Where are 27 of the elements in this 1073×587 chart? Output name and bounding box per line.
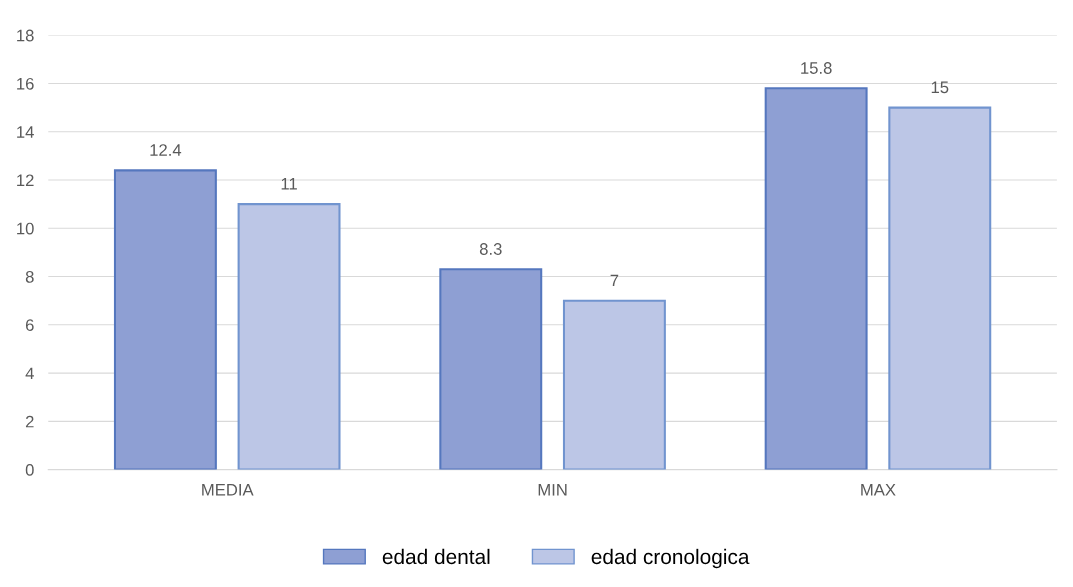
y-tick-label: 14 (17, 126, 34, 138)
bar (764, 87, 868, 470)
bar (888, 106, 992, 470)
data-label: 15.8 (801, 62, 832, 74)
legend-label: edad cronologica (591, 548, 750, 569)
y-tick-label: 4 (25, 367, 34, 380)
y-tick-label: 18 (17, 29, 34, 42)
y-tick-label: 12 (17, 174, 34, 187)
data-label: 15 (931, 81, 949, 94)
x-tick-label: MAX (861, 484, 896, 496)
data-label: 8.3 (479, 243, 502, 255)
y-tick-label: 2 (25, 415, 34, 428)
legend-label: edad dental (382, 548, 490, 565)
y-tick-label: 6 (25, 319, 34, 332)
bar (562, 299, 666, 470)
x-tick-label: MEDIA (202, 484, 254, 496)
bar (113, 169, 217, 470)
data-label: 7 (610, 274, 619, 287)
bar (237, 203, 341, 470)
bar (439, 268, 543, 470)
y-tick-label: 8 (25, 270, 34, 283)
data-label: 11 (281, 178, 297, 190)
data-label: 12.4 (150, 144, 182, 156)
y-tick-label: 0 (25, 464, 34, 476)
x-tick-label: MIN (538, 484, 567, 496)
y-tick-label: 16 (17, 77, 34, 90)
y-tick-label: 10 (17, 222, 34, 235)
